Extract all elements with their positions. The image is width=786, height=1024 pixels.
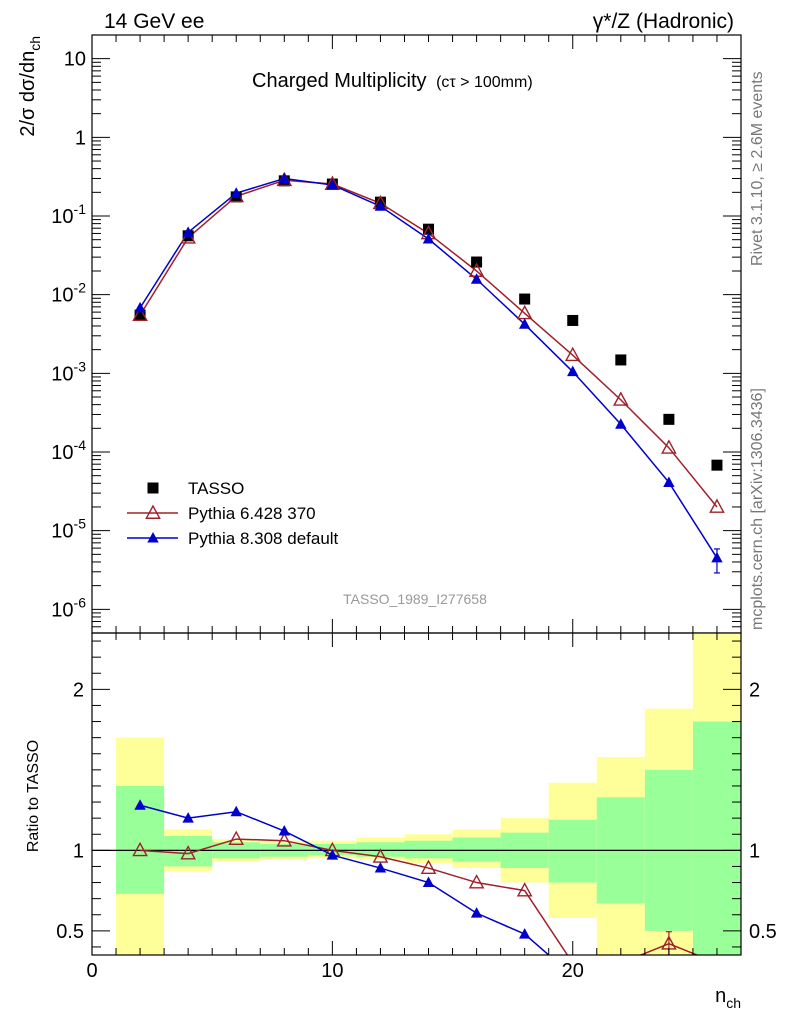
main-title-text: Charged Multiplicity [252,70,427,92]
data-point-pythia-8-308-default [134,301,146,313]
ratio-point-pythia-6-428-370 [468,874,485,889]
legend-marker-pythia-8-308-default [147,532,159,543]
ratio-point-pythia-6-428-370 [420,859,437,875]
ratio-point-pythia-8-308-default [278,825,290,836]
main-title-sub: (cτ > 100mm) [436,74,533,91]
ratio-point-pythia-8-308-default [134,799,146,810]
data-point-pythia-6-428-370 [612,391,629,406]
uncertainty-band-inner [692,721,741,955]
uncertainty-band-inner [404,840,453,859]
ratio-point-pythia-6-428-370 [228,830,245,846]
data-point-tasso [134,309,146,321]
ratio-line-pythia-6-428-370 [140,838,699,955]
data-point-tasso [711,459,723,471]
legend-label-pythia-6-428-370: Pythia 6.428 370 [188,504,316,523]
ratio-point-pythia-8-308-default [518,928,531,939]
y-tick-label: 10-3 [51,358,86,385]
data-point-tasso [423,223,435,235]
x-tick-label: 0 [86,960,97,982]
data-point-pythia-8-308-default [182,226,194,237]
uncertainty-band-inner [548,819,597,883]
y-tick-label: 10-4 [51,437,86,464]
data-point-tasso [519,293,531,305]
data-point-pythia-6-428-370 [661,439,677,454]
x-axis-label-text: nch [715,985,741,1011]
y-tick-label: 0.5 [749,921,777,943]
data-point-tasso [615,354,627,366]
y-tick-label: 10-2 [51,280,86,307]
x-tick-label: 20 [562,960,584,982]
ratio-point-pythia-8-308-default [422,876,435,888]
header-left: 14 GeV ee [104,10,204,33]
y-tick-label: 2 [73,679,84,701]
mcplots-label: mcplots.cern.ch [arXiv:1306.3436] [749,388,766,630]
y-tick-label: 10 [64,49,86,71]
y-tick-label: 1 [749,840,760,862]
x-axis-label: nch [715,985,741,1011]
ratio-point-pythia-6-428-370 [132,841,148,857]
uncertainty-band-inner [164,835,213,867]
main-panel: 10-6 10-5 10-4 10-3 10-2 10-1 1 10 [51,34,742,634]
y-axis-label-main: 2/σ dσ/dnch [17,36,43,137]
data-point-pythia-8-308-default [470,273,483,284]
ratio-series-group [132,799,699,955]
analysis-id: TASSO_1989_I277658 [343,591,487,607]
legend-marker-tasso [147,482,159,494]
data-point-pythia-8-308-default [422,233,435,244]
uncertainty-band-inner [452,837,501,862]
y-tick-label: 1 [73,840,84,862]
ratio-point-pythia-6-428-370 [516,882,533,897]
data-point-pythia-6-428-370 [564,346,581,362]
y-tick-label: 10-5 [51,516,86,543]
ratio-point-pythia-8-308-default [470,907,483,918]
legend: TASSO Pythia 6.428 370 Pythia 8.308 defaul… [127,479,339,548]
data-point-tasso [471,256,483,268]
y-axis-label-ratio: Ratio to TASSO [25,740,42,852]
main-title: Charged Multiplicity (cτ > 100mm) [252,70,533,92]
main-series-group [132,171,725,574]
legend-label-tasso: TASSO [188,479,244,498]
ratio-point-pythia-6-428-370 [276,832,293,847]
y-tick-label: 1 [75,127,86,149]
legend-label-pythia-8-308-default: Pythia 8.308 default [188,529,339,548]
ratio-point-pythia-8-308-default [230,805,242,817]
ratio-point-pythia-8-308-default [374,862,387,873]
ratio-point-pythia-6-428-370 [372,848,389,863]
legend-marker-pythia-6-428-370 [145,504,161,519]
header-right: γ*/Z (Hadronic) [593,10,734,33]
y-tick-label: 10-1 [51,201,86,228]
data-point-pythia-8-308-default [567,365,579,377]
data-point-pythia-6-428-370 [709,498,725,513]
ratio-panel: 0 10 20 0.5 0.5 1 1 2 2 [56,632,777,982]
data-point-pythia-8-308-default [278,172,290,183]
ratio-point-pythia-6-428-370 [180,845,196,860]
data-point-tasso [663,413,675,425]
data-point-pythia-8-308-default [326,178,339,190]
x-tick-label: 10 [321,960,343,982]
y-axis-label-main-text: 2/σ dσ/dnch [17,36,43,137]
data-point-pythia-6-428-370 [132,306,148,322]
data-point-pythia-8-308-default [230,187,242,198]
y-tick-label: 2 [749,679,760,701]
data-point-pythia-8-308-default [615,418,627,429]
y-tick-label: 10-6 [51,594,86,621]
data-point-pythia-8-308-default [518,318,531,329]
data-point-pythia-8-308-default [663,476,675,487]
ratio-point-pythia-8-308-default [182,812,194,823]
data-point-tasso [567,314,579,326]
ratio-frame [91,632,742,956]
rivet-label: Rivet 3.1.10, ≥ 2.6M events [749,71,766,266]
ratio-point-pythia-8-308-default [326,849,339,860]
y-tick-label: 0.5 [56,921,84,943]
data-point-pythia-8-308-default [374,200,387,211]
